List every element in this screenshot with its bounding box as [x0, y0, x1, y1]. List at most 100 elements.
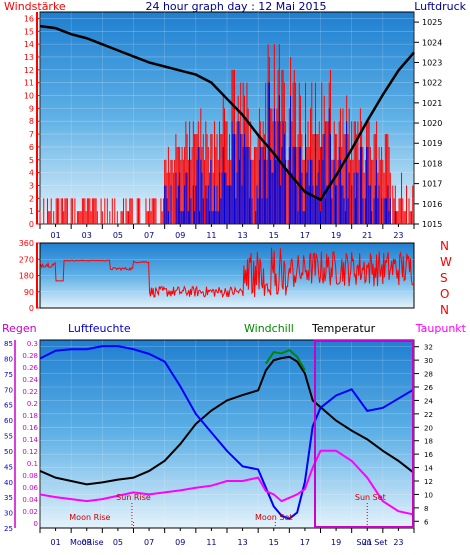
dewpoint-label: Taupunkt: [415, 322, 467, 335]
temperature-tick-label: 24: [424, 397, 433, 405]
humidity-tick-label: 85: [4, 340, 13, 348]
compass-label: S: [440, 271, 448, 285]
temperature-tick-label: 26: [424, 384, 433, 392]
hour-tick-label: 01: [50, 538, 60, 547]
humidity-tick-label: 35: [4, 494, 13, 502]
pressure-tick-label: 1023: [422, 58, 442, 67]
temperature-tick-label: 8: [424, 505, 428, 513]
moon-annotation: Moon Set: [255, 513, 292, 522]
windchill-line: [265, 348, 306, 371]
wind-tick-label: 16: [24, 14, 34, 23]
hour-tick-label: 19: [331, 538, 341, 547]
humidity-tick-label: 50: [4, 448, 13, 456]
wind-tick-label: 15: [24, 27, 34, 36]
humidity-tick-label: 25: [4, 525, 13, 533]
rain-label: Regen: [2, 322, 37, 335]
rain-tick-label: 0: [34, 520, 38, 528]
rain-tick-label: 0.14: [22, 436, 38, 444]
dewpoint-line: [39, 449, 415, 516]
wind-tick-label: 12: [24, 66, 34, 75]
hour-tick-label: 01: [50, 231, 60, 240]
pressure-tick-label: 1024: [422, 38, 442, 47]
rain-tick-label: 0.04: [22, 496, 38, 504]
hour-tick-label: 23: [393, 538, 403, 547]
temperature-tick-label: 32: [424, 344, 433, 352]
moon-annotation: Moon Rise: [69, 513, 110, 522]
temperature-axis: 6 8 10 12 14 16 18 20 22 24 26 28 30 32: [414, 344, 433, 526]
rain-axis: 0 0.02 0.04 0.06 0.08 0.1 0.12 0.14 0.16 0.18 0.2 0…: [14, 340, 39, 528]
rain-tick-label: 0.12: [22, 448, 38, 456]
hour-tick-label: 17: [300, 231, 310, 240]
direction-tick-label: 90: [24, 288, 34, 297]
wind-tick-label: 6: [29, 143, 34, 152]
hour-tick-label: 13: [237, 538, 247, 547]
hour-tick-label: 21: [362, 231, 372, 240]
hour-tick-label: 09: [175, 538, 185, 547]
x-axis-overlay-text: MooRise Sun Set: [70, 538, 387, 547]
wind-direction-line: [39, 247, 414, 299]
direction-tick-label: 0: [29, 304, 34, 313]
pressure-tick-label: 1017: [422, 180, 442, 189]
hour-tick-label: 19: [331, 231, 341, 240]
pressure-tick-label: 1022: [422, 79, 442, 88]
hour-tick-label: 07: [144, 231, 154, 240]
hour-tick-label: 11: [206, 538, 216, 547]
wind-tick-label: 11: [24, 79, 34, 88]
humidity-tick-label: 45: [4, 463, 13, 471]
direction-tick-label: 180: [19, 272, 34, 281]
pressure-label: Luftdruck: [414, 0, 466, 13]
humidity-label: Luftfeuchte: [68, 322, 131, 335]
sun-annotation: Sun Rise: [116, 493, 151, 502]
current-period-highlight: [314, 340, 414, 528]
hour-tick-label: 15: [269, 231, 279, 240]
humidity-tick-label: 70: [4, 386, 13, 394]
humidity-tick-label: 75: [4, 371, 13, 379]
hour-tick-label: 05: [113, 538, 123, 547]
pressure-line: [39, 24, 415, 202]
temperature-label: Temperatur: [311, 322, 376, 335]
pressure-tick-label: 1020: [422, 119, 442, 128]
hour-tick-label: 13: [237, 231, 247, 240]
direction-tick-label: 360: [19, 239, 34, 248]
pressure-tick-label: 1025: [422, 18, 442, 27]
wind-speed-bars: [39, 44, 414, 224]
wind-speed-label: Windstärke: [4, 0, 66, 13]
pressure-axis: 1015 1016 1017 1018 1019 1020 1021 1022 1023 1024…: [414, 18, 442, 229]
temperature-tick-label: 10: [424, 491, 433, 499]
wind-tick-label: 1: [29, 207, 34, 216]
rain-tick-label: 0.16: [22, 424, 38, 432]
wind-tick-label: 13: [24, 53, 34, 62]
rain-tick-label: 0.2: [27, 400, 38, 408]
compass-label: W: [440, 255, 452, 269]
climate-panel: [39, 339, 415, 529]
climate-x-axis: 01 03 05 07 09 11 13 15 17 19 21 23: [39, 528, 415, 547]
wind-tick-label: 7: [29, 130, 34, 139]
direction-tick-label: 270: [19, 255, 34, 264]
hour-tick-label: 03: [82, 231, 92, 240]
wind-tick-label: 10: [24, 92, 34, 101]
rain-tick-label: 0.1: [27, 460, 38, 468]
rain-tick-label: 0.3: [27, 340, 38, 348]
hour-tick-label: 09: [175, 231, 185, 240]
x-axis-overlay-label: Sun Set: [356, 538, 387, 547]
compass-label: N: [440, 303, 449, 317]
rain-tick-label: 0.18: [22, 412, 38, 420]
temperature-tick-label: 16: [424, 451, 433, 459]
rain-tick-label: 0.08: [22, 472, 38, 480]
temperature-tick-label: 30: [424, 357, 433, 365]
humidity-tick-label: 65: [4, 402, 13, 410]
temperature-tick-label: 6: [424, 518, 429, 526]
wind-tick-label: 0: [29, 220, 34, 229]
windchill-label: Windchill: [244, 322, 294, 335]
sun-moon-annotations: Moon Rise Sun Rise Moon Set Sun Set: [69, 493, 386, 528]
x-axis-overlay-label: MooRise: [70, 538, 104, 547]
compass-label: O: [440, 287, 449, 301]
temperature-tick-label: 18: [424, 438, 433, 446]
wind-tick-label: 5: [29, 156, 34, 165]
rain-tick-label: 0.28: [22, 352, 38, 360]
compass-label: N: [440, 239, 449, 253]
hour-tick-label: 17: [300, 538, 310, 547]
